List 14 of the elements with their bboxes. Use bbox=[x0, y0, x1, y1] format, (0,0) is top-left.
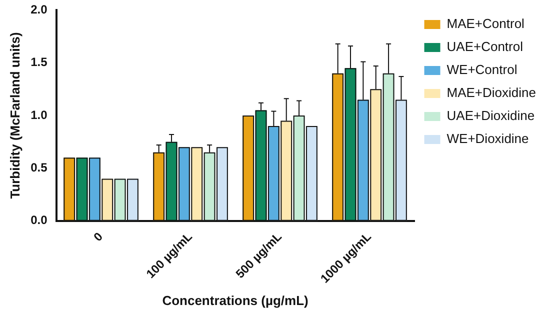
legend-label: WE+Control bbox=[446, 62, 518, 78]
y-tick-label: 1.0 bbox=[30, 108, 48, 122]
x-tick-label: 0 bbox=[90, 229, 106, 244]
legend-label: MAE+Control bbox=[446, 16, 525, 32]
y-tick-label: 2.0 bbox=[30, 2, 48, 17]
y-tick-label: 0.5 bbox=[30, 160, 48, 174]
y-axis-title: Turbidity (McFarland units) bbox=[7, 32, 22, 199]
y-tick-label: 1.5 bbox=[30, 55, 48, 70]
legend-label: UAE+Control bbox=[446, 39, 524, 54]
legend-label: WE+Dioxidine bbox=[446, 131, 529, 146]
legend-label: UAE+Dioxidine bbox=[446, 108, 535, 124]
legend-label: MAE+Dioxidine bbox=[446, 85, 536, 100]
x-axis-title: Concentrations (µg/mL) bbox=[162, 292, 308, 308]
y-tick-label: 0.0 bbox=[30, 213, 48, 228]
